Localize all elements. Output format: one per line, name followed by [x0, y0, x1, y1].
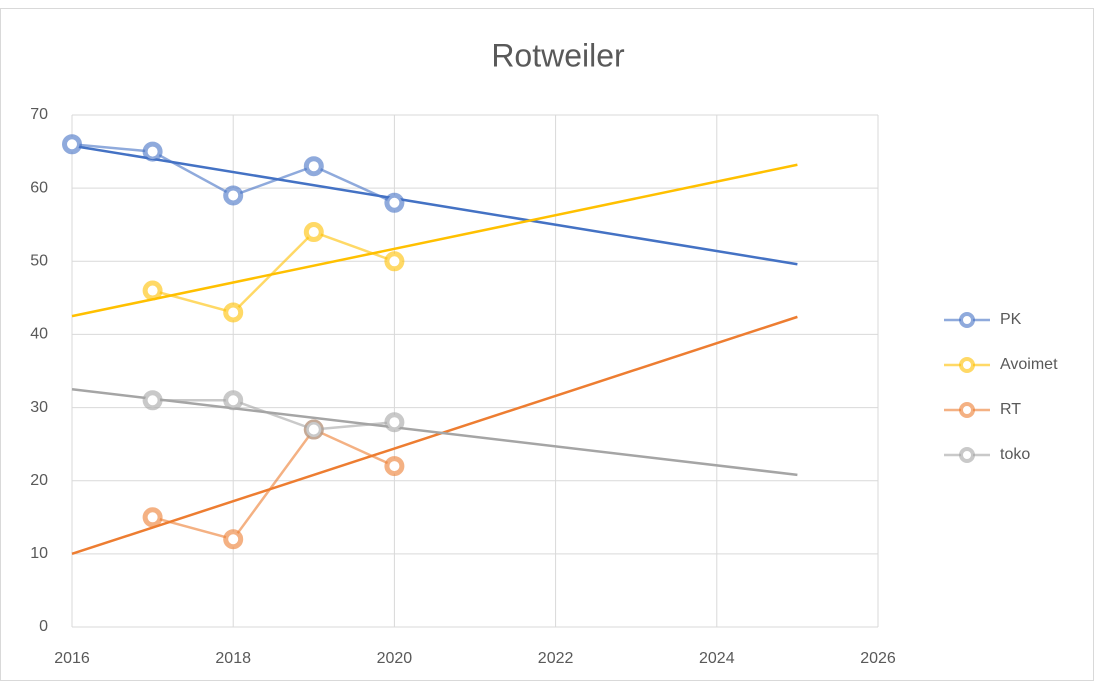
legend-label: PK	[1000, 311, 1022, 328]
marker	[384, 456, 405, 477]
trendline	[71, 315, 798, 556]
y-tick-label: 50	[30, 253, 48, 270]
marker	[142, 280, 163, 301]
data-line	[152, 399, 395, 431]
x-tick-label: 2020	[377, 650, 413, 667]
marker	[142, 507, 163, 528]
y-tick-label: 40	[30, 326, 48, 343]
marker	[303, 156, 324, 177]
legend-label: Avoimet	[1000, 356, 1058, 373]
legend-label: toko	[1000, 446, 1030, 463]
marker	[223, 302, 244, 323]
chart-frame	[0, 8, 1094, 681]
legend-marker	[959, 357, 975, 373]
marker	[223, 529, 244, 550]
legend-label: RT	[1000, 401, 1021, 418]
marker	[303, 419, 324, 440]
marker	[384, 251, 405, 272]
marker	[303, 222, 324, 243]
marker	[223, 185, 244, 206]
marker	[142, 141, 163, 162]
trendline	[71, 163, 798, 318]
y-tick-label: 60	[30, 179, 48, 196]
data-line	[152, 427, 395, 541]
marker	[223, 390, 244, 411]
chart-title: Rotweiler	[491, 37, 625, 73]
legend-marker	[959, 402, 975, 418]
y-tick-label: 30	[30, 399, 48, 416]
x-tick-label: 2024	[699, 650, 735, 667]
x-tick-label: 2016	[54, 650, 90, 667]
x-tick-label: 2026	[860, 650, 896, 667]
marker	[384, 192, 405, 213]
trendline	[71, 144, 798, 266]
y-tick-label: 20	[30, 472, 48, 489]
trendline	[71, 388, 798, 477]
marker	[384, 412, 405, 433]
y-tick-label: 10	[30, 545, 48, 562]
marker	[62, 134, 82, 155]
legend-marker	[959, 312, 975, 328]
x-tick-label: 2022	[538, 650, 574, 667]
data-line	[152, 230, 395, 314]
marker	[142, 390, 163, 411]
y-tick-label: 0	[39, 618, 48, 635]
legend-marker	[959, 447, 975, 463]
x-tick-label: 2018	[215, 650, 251, 667]
y-tick-label: 70	[30, 106, 48, 123]
